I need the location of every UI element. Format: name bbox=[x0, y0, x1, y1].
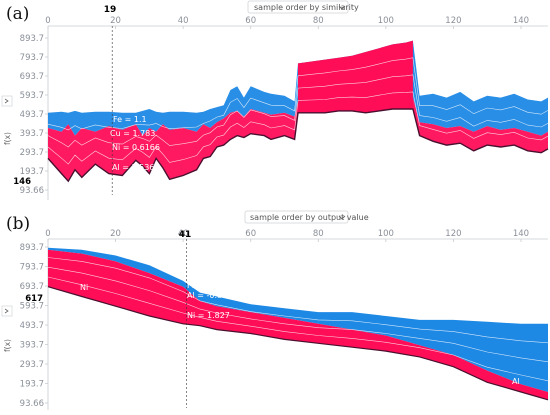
panel-a-highlight-x: 19 bbox=[104, 5, 117, 15]
panel-b-feature-label-ni: Ni = 1.827 bbox=[187, 311, 230, 320]
panel-b-expand-button[interactable] bbox=[1, 305, 13, 317]
panel-b-x-tick-label: 100 bbox=[378, 229, 394, 239]
chevron-right-icon bbox=[4, 308, 9, 314]
panel-a-x-tick-label: 0 bbox=[45, 16, 50, 26]
panel-a-y-tick-label: 593.7 bbox=[20, 91, 44, 101]
panel-b-y-tick-label: 493.7 bbox=[20, 321, 44, 331]
panel-b-x-tick-label: 120 bbox=[445, 229, 461, 239]
panel-b-y-tick-label: 193.7 bbox=[20, 379, 44, 389]
panel-b-y-axis-label: f(x) bbox=[3, 339, 12, 352]
panel-a-feature-label-al: Al = 1.536 bbox=[112, 163, 154, 172]
panel-a-y-tick-label: 893.7 bbox=[20, 34, 44, 44]
panel-a-x-tick-label: 140 bbox=[513, 16, 529, 26]
panel-a-expand-box[interactable] bbox=[1, 95, 13, 107]
panel-b-region-label-ni: Ni bbox=[80, 283, 88, 292]
panel-b-y-tick-label: 793.7 bbox=[20, 262, 44, 272]
panel-a-x-tick-label: 20 bbox=[110, 16, 121, 26]
panel-a-y-tick-label: 793.7 bbox=[20, 53, 44, 63]
panel-a-positive-area bbox=[48, 97, 548, 182]
panel-a-feature-label-fe: Fe = 1.1 bbox=[113, 115, 147, 124]
panel-b-x-ticks: 0 20 40 60 80 100 120 140 bbox=[45, 229, 529, 242]
panel-b-negative-area bbox=[48, 247, 548, 392]
panel-b-y-tick-label: 593.7 bbox=[20, 301, 44, 311]
panel-a-y-tick-label: 193.7 bbox=[20, 167, 44, 177]
panel-b-expand-box[interactable] bbox=[1, 305, 13, 317]
panel-b-contribution-line bbox=[47, 257, 549, 344]
panel-a-feature-label-ni: Ni = 0.6166 bbox=[112, 143, 160, 152]
panel-a-lower-edge bbox=[47, 108, 549, 183]
panel-b-feature-label-al: Al = -0.8405 bbox=[187, 291, 237, 300]
panel-a-plot bbox=[47, 26, 549, 195]
panel-b-lower-edge bbox=[47, 286, 549, 401]
panel-b-region-label-al: Al bbox=[512, 377, 520, 386]
chevron-down-icon bbox=[338, 215, 346, 220]
panel-a-order-dropdown[interactable]: sample order by similarity bbox=[247, 0, 359, 14]
panel-b-highlight-x: 41 bbox=[179, 230, 192, 240]
panel-a-x-tick-label: 80 bbox=[313, 16, 324, 26]
panel-a-y-axis-label: f(x) bbox=[3, 132, 12, 145]
panel-a-label: (a) bbox=[6, 4, 29, 24]
panel-a-highlight-y: 146 bbox=[13, 177, 31, 187]
panel-b-x-tick-label: 40 bbox=[178, 229, 189, 239]
panel-b-contribution-line bbox=[47, 266, 549, 363]
panel-a-feature-label-cu: Cu = 1.783 bbox=[110, 129, 155, 138]
panel-a-x-tick-label: 40 bbox=[178, 16, 189, 26]
panel-a-y-tick-label: 693.7 bbox=[20, 72, 44, 82]
panel-b-x-tick-label: 60 bbox=[245, 229, 256, 239]
panel-b-x-tick-label: 140 bbox=[513, 229, 529, 239]
panel-b-y-ticks: 893.7 793.7 693.7 593.7 493.7 393.7 293.7 193.7… bbox=[20, 243, 48, 409]
panel-a-dropdown-text: sample order by similarity bbox=[254, 3, 359, 12]
panel-a-contribution-line bbox=[47, 74, 549, 148]
panel-b-x-tick-label: 20 bbox=[110, 229, 121, 239]
panel-a-x-tick-label: 60 bbox=[245, 16, 256, 26]
panel-b-y-tick-label: 393.7 bbox=[20, 340, 44, 350]
panel-b-highlight-y: 617 bbox=[25, 294, 43, 304]
panel-b-feature-label-fe: Fe = 1.746 bbox=[187, 281, 231, 290]
chevron-right-icon bbox=[4, 98, 9, 104]
chevron-down-icon bbox=[338, 5, 346, 10]
panel-b-x-tick-label: 80 bbox=[313, 229, 324, 239]
panel-a-positive-block bbox=[298, 40, 413, 113]
panel-a-y-tick-label: 93.66 bbox=[20, 186, 44, 196]
panel-b: (b) sample order by output value 0 20 40 60… bbox=[1, 210, 549, 410]
panel-b-dropdown-text: sample order by output value bbox=[250, 213, 369, 222]
panel-b-y-tick-label: 693.7 bbox=[20, 282, 44, 292]
panel-b-feature-label-cu: Cu = 1.015 bbox=[187, 331, 232, 340]
panel-a-y-tick-label: 393.7 bbox=[20, 129, 44, 139]
panel-b-order-dropdown[interactable]: sample order by output value bbox=[244, 210, 369, 224]
panel-a-y-tick-label: 293.7 bbox=[20, 148, 44, 158]
panel-a: (a) sample order by similarity 0 20 40 60 80… bbox=[1, 0, 549, 200]
panel-a-y-tick-label: 493.7 bbox=[20, 110, 44, 120]
panel-a-expand-button[interactable] bbox=[1, 95, 13, 107]
panel-b-contribution-line bbox=[47, 276, 549, 382]
panel-b-y-tick-label: 93.66 bbox=[20, 399, 44, 409]
panel-b-label: (b) bbox=[6, 214, 30, 234]
panel-a-contribution-line bbox=[47, 57, 549, 131]
panel-b-dropdown-box[interactable] bbox=[244, 210, 349, 224]
panel-a-dropdown-box[interactable] bbox=[247, 0, 349, 14]
panel-a-x-tick-label: 120 bbox=[445, 16, 461, 26]
panel-a-y-ticks: 893.7 793.7 693.7 593.7 493.7 393.7 293.7 193.7… bbox=[20, 34, 48, 196]
panel-a-contribution-line bbox=[47, 91, 549, 165]
panel-b-y-tick-label: 293.7 bbox=[20, 360, 44, 370]
panel-b-x-tick-label: 0 bbox=[45, 229, 50, 239]
panel-b-plot bbox=[47, 239, 549, 408]
panel-a-x-tick-label: 100 bbox=[378, 16, 394, 26]
panel-b-y-tick-label: 893.7 bbox=[20, 243, 44, 253]
panel-a-x-ticks: 0 20 40 60 80 100 120 140 bbox=[45, 16, 529, 29]
